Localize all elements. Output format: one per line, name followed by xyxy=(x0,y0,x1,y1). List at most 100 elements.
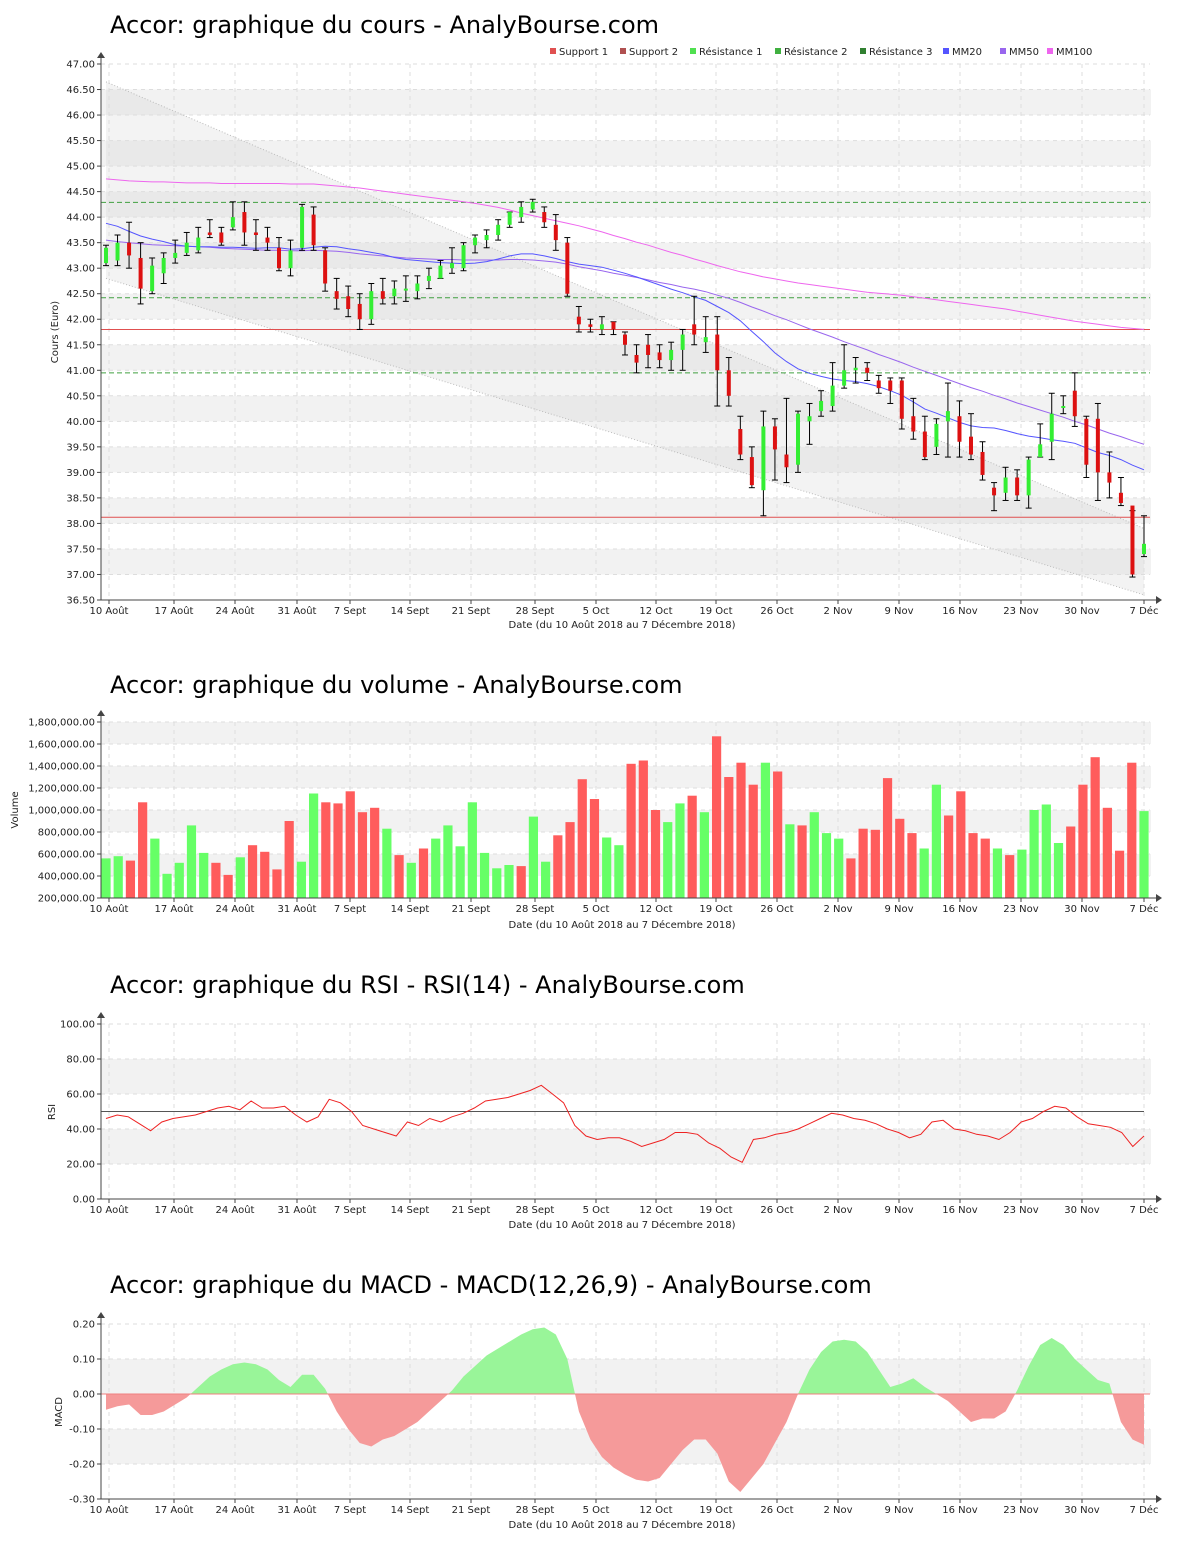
legend-swatch xyxy=(1047,48,1053,54)
volume-x-tick-label: 7 Sept xyxy=(334,904,366,915)
price-candle xyxy=(1083,415,1090,478)
price-candle xyxy=(645,334,652,369)
price-candle xyxy=(1037,423,1044,458)
price-candle-body xyxy=(657,352,662,361)
price-candle-body xyxy=(461,245,466,269)
price-y-tick-label: 46.50 xyxy=(66,85,95,96)
price-candle-body xyxy=(922,431,927,458)
price-grid-band xyxy=(101,344,1151,371)
volume-bar xyxy=(284,821,294,898)
volume-bar xyxy=(528,816,539,898)
macd-y-tick-label: -0.20 xyxy=(69,1460,95,1471)
legend-label: Résistance 1 xyxy=(699,46,762,58)
volume-bar xyxy=(858,828,868,898)
rsi-y-tick-label: 60.00 xyxy=(66,1090,95,1101)
price-y-tick-label: 37.50 xyxy=(66,544,95,555)
volume-bar xyxy=(773,771,783,898)
price-candle xyxy=(587,318,594,333)
macd-y-tick-label: -0.10 xyxy=(69,1425,95,1436)
price-candle-body xyxy=(830,385,835,407)
price-candle xyxy=(898,377,905,430)
legend-label: MM100 xyxy=(1056,47,1092,58)
price-candle xyxy=(206,219,213,239)
price-candle xyxy=(795,410,801,473)
volume-bar xyxy=(1139,811,1149,898)
price-grid-band xyxy=(101,191,1151,218)
price-candle xyxy=(183,231,190,256)
price-candle-body xyxy=(207,232,212,236)
price-candle xyxy=(172,239,179,264)
price-candle-body xyxy=(1038,444,1043,458)
volume-bar xyxy=(296,861,306,898)
price-x-tick-label: 26 Oct xyxy=(760,606,793,617)
volume-y-tick-label: 1,600,000.00 xyxy=(28,740,95,751)
price-candle-body xyxy=(530,201,535,210)
price-y-tick-label: 43.50 xyxy=(66,238,95,249)
price-candle xyxy=(968,413,974,461)
macd-x-tick-label: 23 Nov xyxy=(1003,1505,1039,1516)
volume-x-tick-label: 26 Oct xyxy=(760,904,793,915)
volume-bar xyxy=(309,793,319,898)
price-candle xyxy=(541,206,548,228)
volume-bar xyxy=(1005,855,1015,898)
price-candle xyxy=(748,446,755,489)
price-candle-body xyxy=(842,370,847,386)
price-candle-body xyxy=(934,423,939,447)
price-candle xyxy=(1048,392,1055,461)
legend-label: MM50 xyxy=(1009,47,1039,58)
price-candle xyxy=(979,441,986,481)
macd-negative-area xyxy=(575,1394,798,1492)
price-candle xyxy=(610,321,617,336)
price-chart-title: Accor: graphique du cours - AnalyBourse.… xyxy=(110,11,659,39)
volume-y-tick-label: 1,400,000.00 xyxy=(28,762,95,773)
volume-bar xyxy=(614,845,624,898)
price-candle-body xyxy=(300,206,305,248)
price-candle-body xyxy=(426,275,431,281)
price-candle xyxy=(818,390,825,417)
price-candle-body xyxy=(1072,390,1077,417)
macd-chart: Accor: graphique du MACD - MACD(12,26,9)… xyxy=(54,1271,1162,1531)
price-candle-body xyxy=(957,416,962,442)
price-grid-band xyxy=(101,446,1151,473)
volume-bar xyxy=(944,815,954,898)
price-candle-body xyxy=(230,217,235,228)
price-y-tick-label: 39.50 xyxy=(66,442,95,453)
volume-x-axis-label: Date (du 10 Août 2018 au 7 Décembre 2018… xyxy=(509,919,736,931)
price-candle-body xyxy=(680,334,685,350)
rsi-x-tick-label: 7 Déc xyxy=(1130,1204,1159,1216)
volume-bar xyxy=(467,802,477,898)
legend-label: Résistance 2 xyxy=(784,46,847,58)
volume-bar xyxy=(797,825,807,898)
rsi-x-tick-label: 21 Sept xyxy=(452,1205,491,1216)
volume-bar xyxy=(113,856,123,898)
volume-bar xyxy=(504,865,514,898)
volume-chart: Accor: graphique du volume - AnalyBourse… xyxy=(10,671,1162,931)
macd-x-tick-label: 2 Nov xyxy=(823,1505,852,1516)
price-candle xyxy=(864,362,871,381)
price-grid-band xyxy=(101,89,1151,116)
price-candle-body xyxy=(980,451,985,475)
volume-bar xyxy=(333,803,343,898)
price-candle-body xyxy=(634,354,639,363)
price-candle-body xyxy=(992,487,997,496)
price-candle-body xyxy=(369,291,374,320)
volume-y-tick-label: 600,000.00 xyxy=(38,850,95,861)
volume-bar xyxy=(760,762,771,898)
volume-bar xyxy=(992,848,1003,898)
price-grid-band xyxy=(101,242,1151,269)
price-candle xyxy=(483,229,490,249)
price-candle xyxy=(1025,456,1032,509)
price-candle xyxy=(276,237,282,272)
legend-swatch xyxy=(943,48,949,54)
volume-y-tick-label: 1,800,000.00 xyxy=(28,718,95,729)
price-x-tick-label: 24 Août xyxy=(216,605,255,617)
price-y-tick-label: 42.00 xyxy=(66,315,95,326)
price-candle xyxy=(460,242,467,272)
price-candle-body xyxy=(1118,492,1123,504)
price-candle-body xyxy=(611,321,616,330)
volume-x-tick-label: 16 Nov xyxy=(942,904,978,915)
price-grid-band xyxy=(101,395,1151,422)
volume-bar xyxy=(455,846,465,898)
volume-bar xyxy=(150,838,160,898)
macd-x-tick-label: 5 Oct xyxy=(583,1505,610,1516)
